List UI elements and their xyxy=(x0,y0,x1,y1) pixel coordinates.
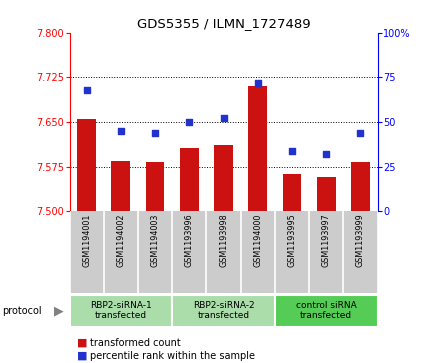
Text: GSM1193997: GSM1193997 xyxy=(322,214,331,268)
Bar xyxy=(214,144,233,211)
Point xyxy=(83,87,90,93)
Bar xyxy=(70,295,172,327)
Text: GSM1194001: GSM1194001 xyxy=(82,214,91,267)
Text: ■: ■ xyxy=(77,338,88,348)
Text: ■: ■ xyxy=(77,351,88,361)
Bar xyxy=(172,295,275,327)
Bar xyxy=(180,148,199,211)
Point xyxy=(186,119,193,125)
Title: GDS5355 / ILMN_1727489: GDS5355 / ILMN_1727489 xyxy=(137,17,310,30)
Point xyxy=(357,130,364,136)
Point xyxy=(323,151,330,157)
Bar xyxy=(111,161,130,211)
Bar xyxy=(146,163,165,211)
Text: protocol: protocol xyxy=(2,306,42,316)
Text: GSM1193995: GSM1193995 xyxy=(287,214,297,268)
Bar xyxy=(248,86,267,211)
Point xyxy=(220,115,227,121)
Text: RBP2-siRNA-1
transfected: RBP2-siRNA-1 transfected xyxy=(90,301,152,321)
Point xyxy=(117,128,125,134)
Point xyxy=(254,80,261,86)
Point xyxy=(151,130,158,136)
Text: GSM1194000: GSM1194000 xyxy=(253,214,262,267)
Point xyxy=(289,148,296,154)
Text: percentile rank within the sample: percentile rank within the sample xyxy=(90,351,255,361)
Bar xyxy=(351,163,370,211)
Text: ▶: ▶ xyxy=(54,304,63,317)
Bar xyxy=(77,119,96,211)
Bar xyxy=(317,177,336,211)
Bar xyxy=(275,295,378,327)
Text: transformed count: transformed count xyxy=(90,338,181,348)
Text: GSM1193999: GSM1193999 xyxy=(356,214,365,268)
Text: RBP2-siRNA-2
transfected: RBP2-siRNA-2 transfected xyxy=(193,301,254,321)
Text: GSM1193998: GSM1193998 xyxy=(219,214,228,267)
Text: control siRNA
transfected: control siRNA transfected xyxy=(296,301,356,321)
Bar xyxy=(282,174,301,211)
Text: GSM1194002: GSM1194002 xyxy=(116,214,125,267)
Text: GSM1194003: GSM1194003 xyxy=(150,214,160,267)
Text: GSM1193996: GSM1193996 xyxy=(185,214,194,267)
